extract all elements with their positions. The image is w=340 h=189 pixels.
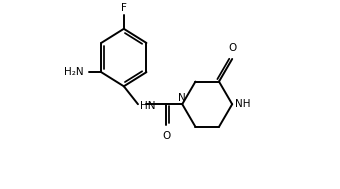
Text: F: F [121,3,127,13]
Text: NH: NH [235,99,251,109]
Text: H₂N: H₂N [64,67,83,77]
Text: O: O [162,131,170,141]
Text: N: N [178,93,186,103]
Text: O: O [228,43,236,53]
Text: HN: HN [140,101,155,111]
